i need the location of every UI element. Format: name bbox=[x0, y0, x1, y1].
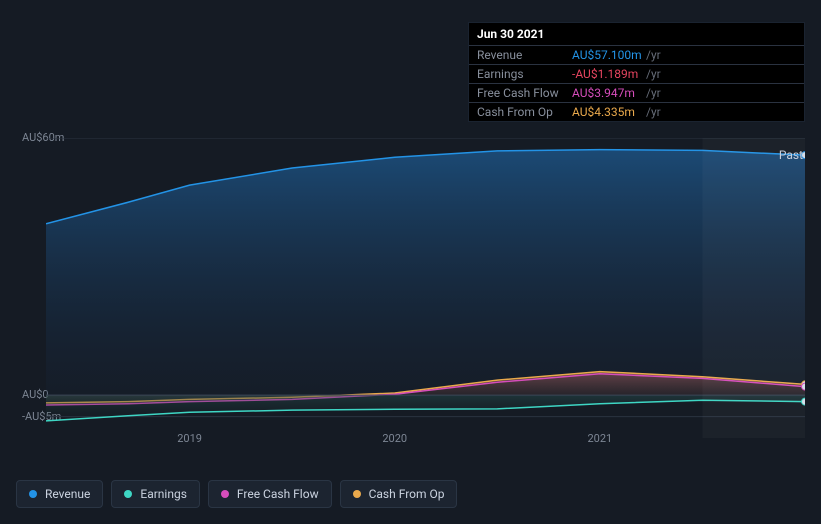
chart-legend: Revenue Earnings Free Cash Flow Cash From O… bbox=[16, 480, 457, 508]
tooltip-row: Earnings-AU$1.189m/yr bbox=[469, 65, 804, 84]
x-axis-label: 2021 bbox=[587, 432, 612, 445]
legend-item-label: Free Cash Flow bbox=[237, 487, 319, 501]
x-axis-label: 2019 bbox=[177, 432, 202, 445]
tooltip-row-unit: /yr bbox=[646, 48, 661, 62]
chart-area: AU$60mAU$0-AU$5m 201920202021 bbox=[16, 122, 805, 442]
legend-item[interactable]: Revenue bbox=[16, 480, 103, 508]
legend-dot-icon bbox=[29, 490, 37, 498]
tooltip-row: RevenueAU$57.100m/yr bbox=[469, 46, 804, 65]
tooltip-row-unit: /yr bbox=[646, 105, 661, 119]
tooltip-row-value: AU$57.100m bbox=[572, 48, 642, 62]
legend-item-label: Cash From Op bbox=[369, 487, 445, 501]
legend-item-label: Earnings bbox=[140, 487, 187, 501]
legend-item[interactable]: Free Cash Flow bbox=[208, 480, 332, 508]
chart-plot[interactable] bbox=[46, 138, 805, 438]
legend-item[interactable]: Cash From Op bbox=[340, 480, 458, 508]
tooltip-row-value: AU$3.947m bbox=[572, 86, 642, 100]
tooltip-row-value: AU$4.335m bbox=[572, 105, 642, 119]
legend-item[interactable]: Earnings bbox=[111, 480, 200, 508]
tooltip-row-label: Revenue bbox=[477, 48, 572, 62]
tooltip-row: Free Cash FlowAU$3.947m/yr bbox=[469, 84, 804, 103]
tooltip-row-label: Earnings bbox=[477, 67, 572, 81]
past-label: Past bbox=[779, 148, 803, 162]
legend-item-label: Revenue bbox=[45, 487, 90, 501]
y-axis-label: AU$0 bbox=[22, 388, 49, 401]
legend-dot-icon bbox=[221, 490, 229, 498]
tooltip-row-label: Free Cash Flow bbox=[477, 86, 572, 100]
x-axis-label: 2020 bbox=[382, 432, 407, 445]
legend-dot-icon bbox=[124, 490, 132, 498]
tooltip-row-unit: /yr bbox=[646, 86, 661, 100]
tooltip-date: Jun 30 2021 bbox=[469, 23, 804, 46]
tooltip-row: Cash From OpAU$4.335m/yr bbox=[469, 103, 804, 121]
chart-tooltip: Jun 30 2021 RevenueAU$57.100m/yrEarnings… bbox=[468, 22, 805, 122]
tooltip-row-value: -AU$1.189m bbox=[572, 67, 642, 81]
legend-dot-icon bbox=[353, 490, 361, 498]
tooltip-row-unit: /yr bbox=[646, 67, 661, 81]
tooltip-row-label: Cash From Op bbox=[477, 105, 572, 119]
